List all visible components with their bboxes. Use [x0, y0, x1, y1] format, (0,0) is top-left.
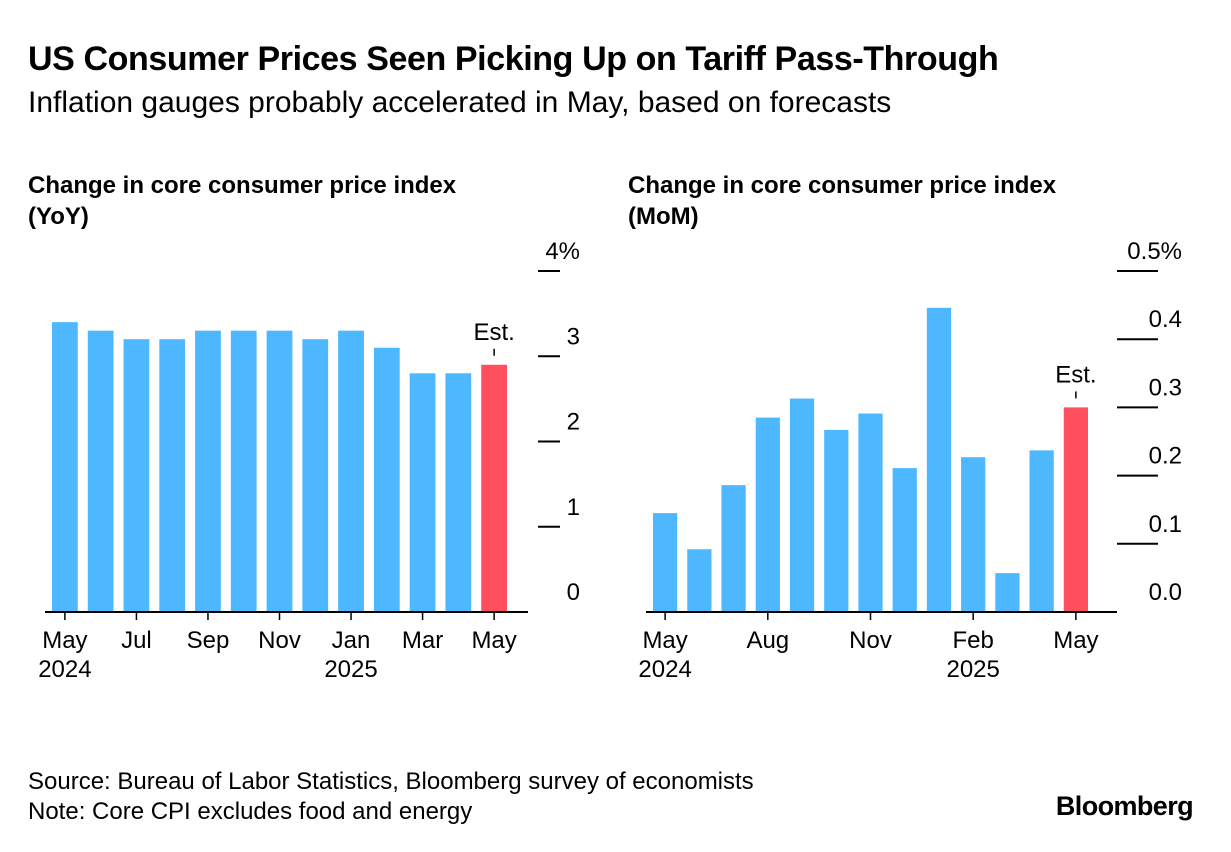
right-panel-title-line1: Change in core consumer price index: [628, 172, 1057, 199]
mom-bar: [789, 398, 815, 612]
yoy-xtick-label: Nov: [258, 627, 301, 654]
mom-ytick-label: 0.0: [1149, 579, 1182, 606]
chart-title: US Consumer Prices Seen Picking Up on Ta…: [28, 40, 999, 78]
yoy-ytick-label: 0: [567, 579, 580, 606]
mom-xtick-label: Aug: [746, 627, 789, 654]
yoy-bar: [409, 373, 436, 612]
yoy-xtick-year-label: 2025: [324, 656, 377, 683]
yoy-bar: [338, 330, 364, 612]
mom-xtick-label: Nov: [849, 627, 892, 654]
mom-ytick-label: 0.1: [1149, 511, 1182, 538]
mom-estimate-label: Est.: [1055, 361, 1096, 388]
mom-bar: [858, 413, 883, 612]
yoy-bar: [52, 322, 78, 612]
mom-ytick-label: 0.2: [1149, 443, 1182, 470]
footnote: Note: Core CPI excludes food and energy: [28, 798, 473, 825]
yoy-xtick-label: Sep: [187, 627, 230, 654]
mom-xtick-label: May: [642, 627, 687, 654]
yoy-ytick-label: 2: [567, 409, 580, 436]
mom-bar: [687, 549, 712, 612]
mom-xtick-label: Feb: [953, 627, 994, 654]
yoy-bar: [445, 373, 472, 612]
mom-ytick-label: 0.5%: [1127, 238, 1182, 265]
mom-xtick-label: May: [1053, 627, 1098, 654]
yoy-estimate-label: Est.: [473, 319, 514, 346]
left-panel-title: Change in core consumer price index (YoY…: [28, 170, 456, 232]
mom-bar: [653, 513, 678, 612]
mom-xtick-year-label: 2025: [946, 656, 999, 683]
yoy-bar: [195, 330, 221, 612]
yoy-ytick-label: 4%: [545, 238, 580, 265]
mom-bar: [824, 429, 849, 612]
yoy-xtick-label: Jan: [332, 627, 371, 654]
mom-bar: [721, 485, 746, 612]
yoy-xtick-label: Mar: [402, 627, 443, 654]
mom-bar: [892, 468, 917, 612]
bloomberg-logo: Bloomberg: [1055, 791, 1194, 821]
mom-bar: [926, 307, 952, 612]
yoy-bar: [266, 330, 293, 612]
yoy-bar: [123, 339, 150, 612]
yoy-xtick-label: Jul: [121, 627, 152, 654]
yoy-xtick-year-label: 2024: [38, 656, 91, 683]
yoy-bar: [373, 347, 400, 612]
yoy-bar-estimate: [481, 364, 507, 612]
mom-bar: [1029, 450, 1054, 612]
yoy-bar: [230, 330, 257, 612]
yoy-bar: [87, 330, 114, 612]
yoy-bar: [159, 339, 186, 612]
mom-bar-estimate: [1063, 407, 1088, 612]
mom-ytick-label: 0.3: [1149, 374, 1182, 401]
yoy-xtick-label: May: [42, 627, 87, 654]
mom-bar: [961, 457, 986, 612]
source-note: Source: Bureau of Labor Statistics, Bloo…: [28, 768, 754, 795]
mom-bar: [995, 573, 1020, 612]
left-panel-title-line2: (YoY): [28, 203, 89, 230]
right-panel-title-line2: (MoM): [628, 203, 699, 230]
chart-subtitle: Inflation gauges probably accelerated in…: [28, 86, 892, 119]
yoy-ytick-label: 3: [567, 323, 580, 350]
yoy-ytick-label: 1: [567, 494, 580, 521]
mom-bar: [755, 417, 780, 612]
mom-xtick-year-label: 2024: [638, 656, 691, 683]
mom-ytick-label: 0.4: [1149, 306, 1182, 333]
yoy-xtick-label: May: [471, 627, 516, 654]
right-panel-title: Change in core consumer price index (MoM…: [628, 170, 1056, 232]
left-panel-title-line1: Change in core consumer price index: [28, 172, 457, 199]
yoy-bar: [302, 339, 329, 612]
